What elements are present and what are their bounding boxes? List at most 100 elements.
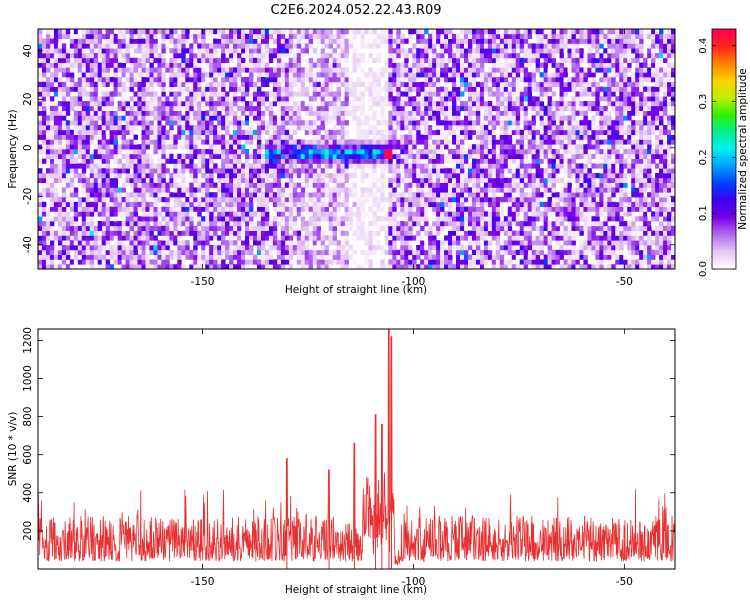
heatmap-cell: [109, 96, 115, 102]
heatmap-cell: [272, 129, 278, 135]
heatmap-cell: [213, 105, 218, 111]
heatmap-cell: [252, 29, 258, 35]
heatmap-cell: [209, 57, 214, 63]
heatmap-cell: [161, 115, 166, 121]
heatmap-cell: [45, 249, 51, 255]
heatmap-cell: [125, 53, 130, 59]
heatmap-cell: [97, 72, 103, 78]
heatmap-cell: [189, 129, 194, 135]
heatmap-cell: [344, 187, 349, 193]
heatmap-cell: [268, 125, 274, 131]
heatmap-cell: [292, 62, 298, 68]
heatmap-cell: [233, 120, 238, 126]
heatmap-cell: [503, 177, 509, 183]
heatmap-cell: [483, 163, 489, 169]
heatmap-cell: [424, 168, 429, 174]
heatmap-cell: [483, 221, 489, 227]
heatmap-cell: [133, 211, 138, 217]
heatmap-cell: [221, 144, 226, 150]
heatmap-cell: [487, 149, 493, 155]
heatmap-cell: [81, 43, 87, 49]
heatmap-cell: [77, 115, 83, 121]
heatmap-cell: [320, 206, 326, 212]
heatmap-cell: [336, 254, 341, 260]
heatmap-cell: [428, 38, 433, 44]
heatmap-cell: [256, 182, 262, 188]
heatmap-cell: [471, 110, 477, 116]
heatmap-cell: [161, 105, 166, 111]
heatmap-cell: [460, 201, 465, 207]
heatmap-cell: [380, 129, 385, 135]
heatmap-cell: [380, 101, 385, 107]
heatmap-cell: [448, 48, 453, 54]
heatmap-cell: [467, 149, 473, 155]
heatmap-cell: [280, 62, 286, 68]
heatmap-cell: [181, 245, 186, 251]
heatmap-cell: [121, 245, 126, 251]
heatmap-cell: [308, 259, 314, 265]
heatmap-cell: [515, 240, 521, 246]
heatmap-cell: [113, 62, 119, 68]
heatmap-cell: [85, 139, 91, 145]
heatmap-cell: [276, 81, 282, 87]
heatmap-cell: [225, 57, 230, 63]
heatmap-cell: [125, 77, 130, 83]
heatmap-cell: [456, 72, 461, 78]
heatmap-cell: [463, 77, 469, 83]
heatmap-cell: [153, 254, 158, 260]
heatmap-cell: [213, 192, 218, 198]
heatmap-cell: [268, 57, 274, 63]
heatmap-cell: [109, 168, 115, 174]
heatmap-cell: [249, 62, 254, 68]
heatmap-cell: [38, 225, 43, 231]
heatmap-cell: [316, 235, 322, 241]
heatmap-cell: [237, 259, 242, 265]
heatmap-cell: [292, 221, 298, 227]
heatmap-cell: [424, 105, 429, 111]
heatmap-cell: [328, 235, 334, 241]
heatmap-cell: [93, 201, 99, 207]
heatmap-cell: [452, 216, 457, 222]
heatmap-cell: [487, 201, 493, 207]
heatmap-cell: [467, 77, 473, 83]
heatmap-cell: [384, 216, 389, 222]
heatmap-cell: [280, 48, 286, 54]
heatmap-cell: [404, 134, 409, 140]
heatmap-cell: [372, 168, 377, 174]
heatmap-cell: [396, 38, 401, 44]
heatmap-cell: [117, 101, 123, 107]
heatmap-cell: [340, 182, 345, 188]
heatmap-cell: [189, 216, 194, 222]
heatmap-cell: [475, 197, 481, 203]
heatmap-cell: [288, 235, 294, 241]
heatmap-cell: [73, 254, 79, 260]
heatmap-cell: [340, 201, 345, 207]
heatmap-cell: [304, 67, 310, 73]
heatmap-cell: [392, 139, 397, 145]
heatmap-cell: [193, 57, 198, 63]
heatmap-cell: [456, 206, 461, 212]
heatmap-cell: [225, 211, 230, 217]
heatmap-cell: [324, 264, 330, 269]
heatmap-cell: [424, 96, 429, 102]
heatmap-cell: [412, 201, 417, 207]
heatmap-cell: [495, 33, 501, 39]
heatmap-cell: [81, 62, 87, 68]
heatmap-cell: [205, 110, 210, 116]
heatmap-cell: [312, 72, 318, 78]
heatmap-cell: [503, 53, 509, 59]
heatmap-cell: [276, 105, 282, 111]
heatmap-cell: [38, 144, 43, 150]
heatmap-cell: [101, 182, 107, 188]
heatmap-cell: [73, 201, 79, 207]
heatmap-cell: [479, 101, 485, 107]
heatmap-cell: [97, 43, 103, 49]
heatmap-cell: [69, 192, 75, 198]
heatmap-cell: [352, 149, 357, 155]
heatmap-cell: [260, 230, 266, 236]
heatmap-cell: [491, 43, 497, 49]
heatmap-cell: [137, 72, 142, 78]
heatmap-cell: [471, 96, 477, 102]
heatmap-cell: [507, 96, 513, 102]
